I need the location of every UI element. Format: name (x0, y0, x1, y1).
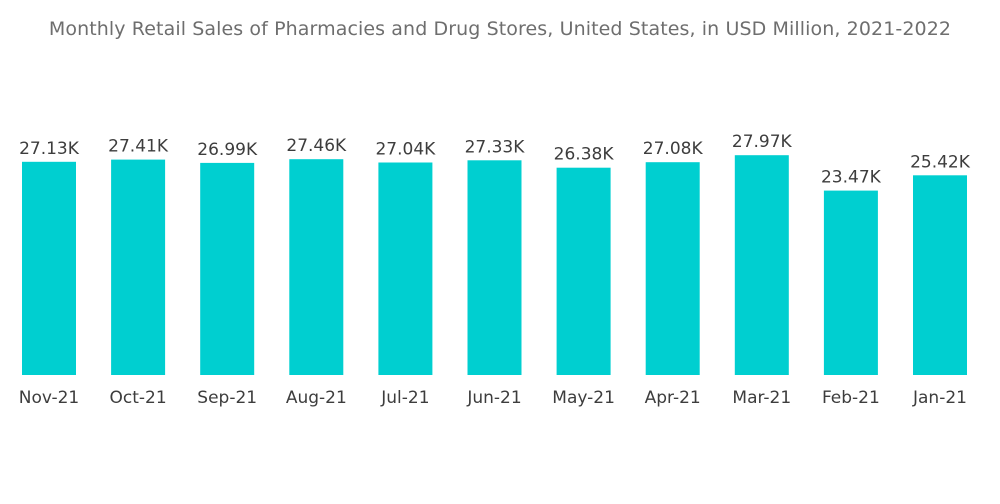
x-tick-label-sep-21: Sep-21 (197, 388, 257, 408)
x-tick-label-mar-21: Mar-21 (732, 388, 791, 408)
bar-feb-21 (823, 190, 878, 375)
data-label-sep-21: 26.99K (197, 140, 258, 160)
bar-sep-21 (200, 162, 255, 375)
data-label-may-21: 26.38K (554, 145, 615, 165)
data-label-oct-21: 27.41K (108, 137, 169, 157)
data-label-feb-21: 23.47K (821, 168, 882, 188)
data-label-jun-21: 27.33K (465, 137, 526, 157)
x-tick-label-jul-21: Jul-21 (380, 388, 429, 408)
chart-title: Monthly Retail Sales of Pharmacies and D… (48, 18, 952, 40)
x-tick-label-oct-21: Oct-21 (110, 388, 167, 408)
x-tick-label-feb-21: Feb-21 (822, 388, 880, 408)
data-label-jan-21: 25.42K (910, 152, 971, 172)
x-tick-label-apr-21: Apr-21 (645, 388, 701, 408)
bar-jul-21 (378, 162, 433, 375)
x-tick-label-jun-21: Jun-21 (466, 388, 521, 408)
bar-jun-21 (467, 160, 522, 375)
bar-nov-21 (22, 161, 76, 375)
x-tick-label-nov-21: Nov-21 (19, 388, 80, 408)
bar-oct-21 (111, 159, 166, 375)
data-label-aug-21: 27.46K (286, 136, 347, 156)
x-tick-label-jan-21: Jan-21 (912, 388, 967, 408)
bar-apr-21 (645, 162, 700, 375)
data-label-nov-21: 27.13K (19, 139, 80, 159)
data-label-apr-21: 27.08K (643, 139, 704, 159)
bar-aug-21 (289, 159, 344, 375)
bar-may-21 (556, 167, 611, 375)
data-label-jul-21: 27.04K (375, 140, 436, 160)
x-tick-label-may-21: May-21 (552, 388, 615, 408)
x-tick-label-aug-21: Aug-21 (286, 388, 347, 408)
bar-mar-21 (734, 155, 789, 375)
data-label-mar-21: 27.97K (732, 132, 793, 152)
bar-jan-21 (913, 175, 967, 375)
